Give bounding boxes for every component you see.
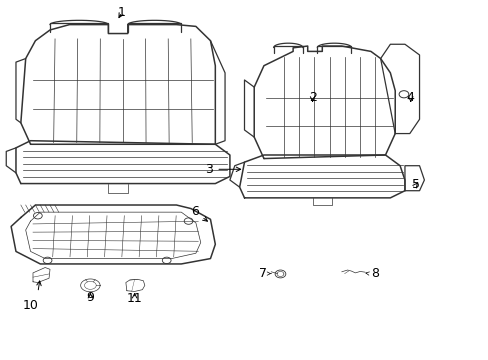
Text: 3: 3 [205, 163, 240, 176]
Text: 11: 11 [126, 292, 142, 305]
Text: 5: 5 [411, 178, 419, 191]
Text: 9: 9 [86, 291, 94, 305]
Text: 1: 1 [118, 6, 125, 19]
Text: 7: 7 [258, 267, 266, 280]
Text: 4: 4 [406, 91, 414, 104]
Text: 2: 2 [308, 91, 316, 104]
Text: 10: 10 [22, 299, 39, 312]
Text: 8: 8 [370, 267, 378, 280]
Text: 6: 6 [191, 205, 207, 221]
